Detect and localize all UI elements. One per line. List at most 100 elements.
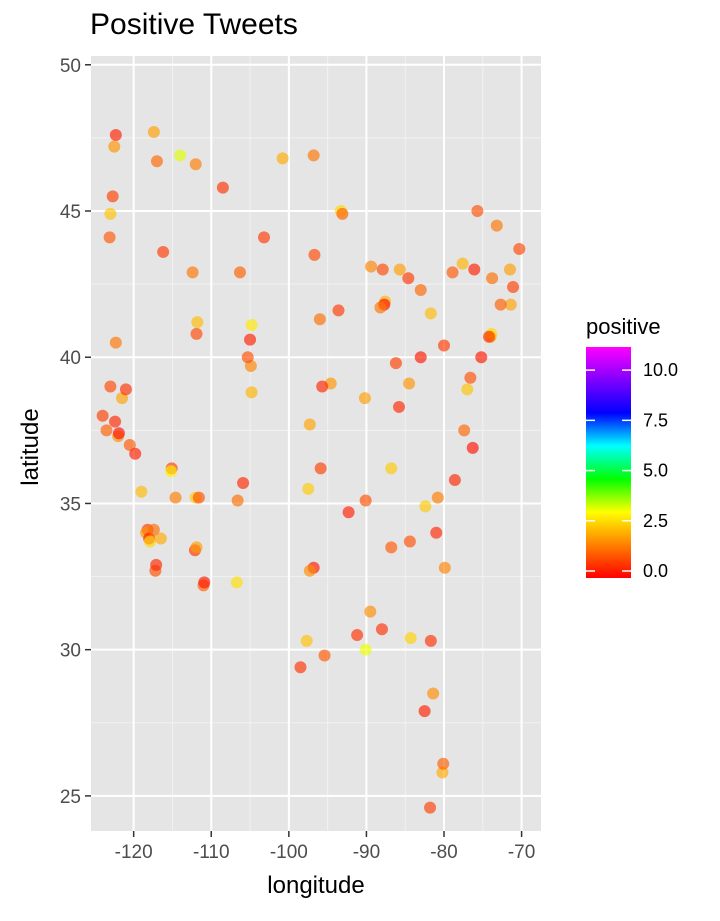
- data-point: [385, 541, 398, 554]
- legend-title: positive: [586, 314, 661, 339]
- x-tick-label: -90: [353, 842, 380, 863]
- data-point: [244, 333, 257, 346]
- data-point: [147, 126, 160, 139]
- data-point: [342, 506, 355, 519]
- data-point: [100, 424, 113, 437]
- data-point: [103, 231, 116, 244]
- data-point: [393, 263, 406, 276]
- x-tick-label: -80: [430, 842, 457, 863]
- data-point: [456, 257, 469, 270]
- y-tick-label: 40: [60, 348, 81, 369]
- data-point: [365, 260, 378, 273]
- legend-tick-label: 5.0: [643, 461, 668, 481]
- data-point: [241, 351, 254, 364]
- data-point: [448, 474, 461, 487]
- data-point: [303, 564, 316, 577]
- data-point: [189, 158, 202, 171]
- y-axis: 25 30 35 40 45 50: [60, 56, 91, 808]
- y-tick-label: 45: [60, 202, 81, 223]
- data-point: [336, 207, 349, 220]
- x-tick-label: -110: [193, 842, 230, 863]
- legend-tick-label: 0.0: [643, 561, 668, 581]
- x-tick-label: -120: [115, 842, 153, 863]
- legend-tick-label: 7.5: [643, 410, 668, 430]
- data-point: [300, 634, 313, 647]
- data-point: [438, 561, 451, 574]
- data-point: [106, 190, 119, 203]
- data-point: [186, 266, 199, 279]
- data-point: [404, 631, 417, 644]
- legend-colorbar: [586, 347, 631, 578]
- data-point: [475, 351, 488, 364]
- data-point: [414, 351, 427, 364]
- data-point: [109, 336, 122, 349]
- data-point: [458, 424, 471, 437]
- data-point: [302, 482, 315, 495]
- data-point: [438, 339, 451, 352]
- data-point: [424, 634, 437, 647]
- data-point: [190, 327, 203, 340]
- data-point: [507, 281, 520, 294]
- chart-title: Positive Tweets: [90, 8, 298, 41]
- data-point: [402, 272, 415, 285]
- data-point: [143, 535, 156, 548]
- data-point: [359, 494, 372, 507]
- data-point: [96, 409, 109, 422]
- legend-tick-label: 2.5: [643, 511, 668, 531]
- data-point: [389, 357, 402, 370]
- data-point: [414, 283, 427, 296]
- data-point: [169, 491, 182, 504]
- data-point: [374, 301, 387, 314]
- data-point: [446, 266, 459, 279]
- color-legend: positive 0.0 2.5 5.0 7.5 10.0: [586, 314, 678, 581]
- data-point: [245, 386, 258, 399]
- data-point: [437, 757, 450, 770]
- data-point: [436, 766, 449, 779]
- y-tick-label: 25: [60, 787, 81, 808]
- data-point: [494, 298, 507, 311]
- data-point: [486, 272, 499, 285]
- data-point: [119, 383, 132, 396]
- data-point: [231, 494, 244, 507]
- data-point: [303, 418, 316, 431]
- data-point: [314, 462, 327, 475]
- data-point: [191, 316, 204, 329]
- data-point: [419, 500, 432, 513]
- data-point: [174, 149, 187, 162]
- data-point: [316, 380, 329, 393]
- data-point: [192, 491, 205, 504]
- data-point: [427, 687, 440, 700]
- data-point: [418, 705, 431, 718]
- data-point: [385, 462, 398, 475]
- data-point: [230, 576, 243, 589]
- data-point: [294, 661, 307, 674]
- x-tick-label: -70: [508, 842, 535, 863]
- plot-panel: [91, 56, 541, 831]
- x-axis-label: longitude: [267, 872, 365, 899]
- data-point: [464, 371, 477, 384]
- data-point: [431, 491, 444, 504]
- data-point: [393, 400, 406, 413]
- x-axis: -120 -110 -100 -90 -80 -70: [115, 831, 535, 863]
- major-gridlines: [91, 56, 541, 831]
- data-point: [104, 207, 117, 220]
- data-point: [150, 558, 163, 571]
- data-point: [112, 427, 125, 440]
- data-point: [123, 438, 136, 451]
- data-point: [375, 623, 388, 636]
- data-point: [466, 441, 479, 454]
- data-point: [233, 266, 246, 279]
- data-points: [96, 126, 526, 814]
- data-point: [430, 526, 443, 539]
- data-point: [190, 541, 203, 554]
- data-point: [307, 149, 320, 162]
- data-point: [376, 263, 389, 276]
- legend-tick-label: 10.0: [643, 360, 678, 380]
- data-point: [216, 181, 229, 194]
- data-point: [471, 205, 484, 217]
- data-point: [364, 605, 377, 618]
- minor-gridlines: [91, 56, 541, 831]
- y-tick-label: 35: [60, 494, 81, 515]
- data-point: [154, 532, 167, 545]
